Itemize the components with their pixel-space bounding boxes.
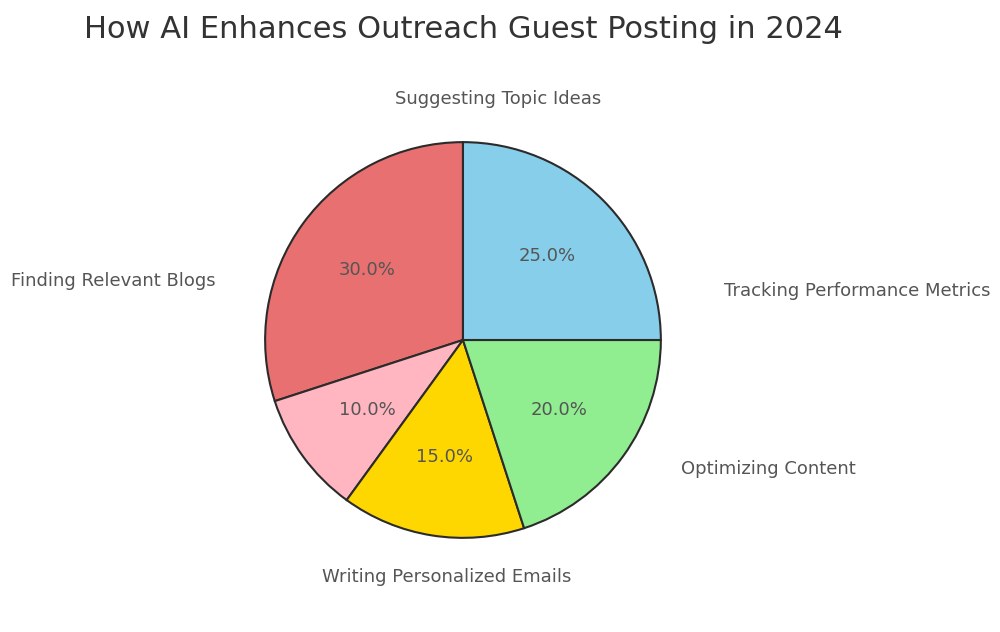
Text: 15.0%: 15.0% (416, 448, 473, 466)
Text: Suggesting Topic Ideas: Suggesting Topic Ideas (395, 90, 602, 107)
Wedge shape (265, 142, 463, 401)
Text: 10.0%: 10.0% (339, 401, 395, 419)
Text: Writing Personalized Emails: Writing Personalized Emails (322, 568, 572, 586)
Title: How AI Enhances Outreach Guest Posting in 2024: How AI Enhances Outreach Guest Posting i… (84, 15, 842, 44)
Wedge shape (463, 142, 661, 340)
Text: Finding Relevant Blogs: Finding Relevant Blogs (11, 272, 216, 289)
Text: 30.0%: 30.0% (339, 261, 395, 279)
Wedge shape (347, 340, 524, 538)
Text: 20.0%: 20.0% (531, 401, 587, 419)
Text: Tracking Performance Metrics: Tracking Performance Metrics (724, 281, 991, 300)
Wedge shape (275, 340, 463, 500)
Text: Optimizing Content: Optimizing Content (681, 459, 855, 478)
Wedge shape (463, 340, 661, 528)
Text: 25.0%: 25.0% (518, 247, 575, 265)
